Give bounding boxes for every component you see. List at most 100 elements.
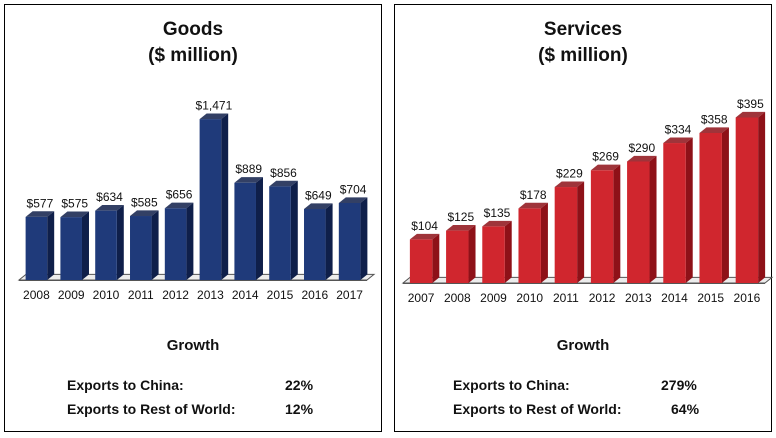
growth-heading: Growth [556, 337, 610, 354]
bar [269, 186, 291, 280]
bar-side [504, 220, 512, 283]
bar [130, 216, 152, 280]
x-tick-label: 2016 [734, 291, 761, 305]
bar [590, 170, 614, 283]
growth-heading: Growth [166, 337, 220, 354]
bar [735, 117, 759, 283]
growth-value: 64% [671, 401, 700, 417]
bar-side [540, 202, 548, 283]
data-label: $889 [235, 162, 262, 176]
x-tick-label: 2016 [301, 288, 328, 302]
bar-top [95, 205, 124, 211]
bar-side [81, 211, 89, 280]
x-tick-label: 2011 [553, 291, 579, 305]
x-tick-label: 2009 [480, 291, 507, 305]
data-label: $358 [701, 112, 728, 126]
bar-side [649, 155, 657, 283]
bar-top [482, 220, 512, 227]
bar-top [25, 211, 55, 217]
data-label: $178 [520, 188, 547, 202]
goods-panel: Goods ($ million) $577 2008 $575 2009 $634 20… [4, 4, 382, 432]
x-tick-label: 2011 [128, 288, 154, 302]
bar-top [304, 203, 333, 210]
bar [95, 210, 117, 280]
x-tick-label: 2014 [661, 291, 688, 305]
chart-title: Services [543, 19, 623, 40]
bar [164, 208, 187, 280]
bar-side [432, 233, 440, 283]
bar [338, 203, 361, 280]
bar-top [663, 137, 693, 144]
bar [446, 230, 469, 283]
chart-title: Goods [162, 19, 224, 40]
bar-side [577, 181, 585, 283]
data-label: $104 [411, 219, 438, 233]
x-tick-label: 2013 [625, 291, 652, 305]
x-tick-label: 2009 [58, 288, 85, 302]
bar-top [518, 202, 548, 209]
bar-top [735, 111, 766, 118]
bar-side [255, 177, 263, 280]
bar-top [699, 127, 729, 133]
growth-label: Exports to Rest of World: [453, 401, 622, 417]
bar-side [325, 203, 333, 280]
x-tick-label: 2012 [162, 288, 189, 302]
data-label: $395 [737, 97, 764, 111]
bar [409, 239, 433, 283]
bar [518, 208, 541, 283]
bar [482, 226, 505, 283]
x-tick-label: 2015 [697, 291, 724, 305]
x-tick-label: 2014 [232, 288, 259, 302]
chart-subtitle: ($ million) [148, 45, 238, 66]
bar-side [613, 164, 621, 283]
bar [234, 182, 256, 280]
data-label: $856 [270, 166, 297, 180]
bar-side [221, 113, 229, 281]
data-label: $229 [556, 166, 583, 180]
data-label: $125 [447, 210, 474, 224]
bar-side [47, 211, 55, 280]
x-tick-label: 2012 [589, 291, 616, 305]
data-label: $290 [628, 141, 655, 155]
data-label: $135 [484, 206, 511, 220]
bar-top [60, 211, 89, 218]
bar-side [721, 127, 729, 283]
x-tick-label: 2010 [516, 291, 543, 305]
bar [663, 143, 686, 283]
growth-label: Exports to China: [67, 377, 184, 393]
x-tick-label: 2008 [23, 288, 50, 302]
bar [699, 132, 722, 283]
growth-label: Exports to China: [453, 377, 570, 393]
x-tick-label: 2017 [336, 288, 363, 302]
bar-top [130, 210, 159, 217]
bar-side [116, 205, 124, 280]
services-panel: Services ($ million) $104 2007 $125 2008 $13… [394, 4, 774, 432]
x-tick-label: 2015 [267, 288, 294, 302]
data-label: $577 [27, 196, 54, 210]
bar-top [590, 164, 621, 171]
bar-top [446, 225, 476, 231]
bar-top [234, 177, 263, 183]
data-label: $334 [665, 122, 692, 136]
bar-top [409, 233, 440, 240]
bar-top [554, 181, 585, 188]
data-label: $704 [340, 182, 367, 196]
bar-top [627, 155, 657, 162]
bar-side [468, 225, 476, 283]
growth-value: 22% [285, 377, 314, 393]
bar [25, 216, 48, 280]
data-label: $575 [61, 197, 88, 211]
bar [199, 119, 222, 280]
data-label: $634 [96, 190, 123, 204]
data-label: $656 [166, 188, 193, 202]
bar-side [758, 111, 766, 283]
bar [304, 209, 326, 280]
bar-top [199, 113, 229, 120]
data-label: $1,471 [196, 99, 233, 113]
growth-label: Exports to Rest of World: [67, 401, 236, 417]
growth-value: 279% [661, 377, 697, 393]
data-label: $269 [592, 150, 619, 164]
bar-side [360, 197, 368, 280]
chart-subtitle: ($ million) [538, 45, 628, 66]
data-label: $585 [131, 195, 158, 209]
